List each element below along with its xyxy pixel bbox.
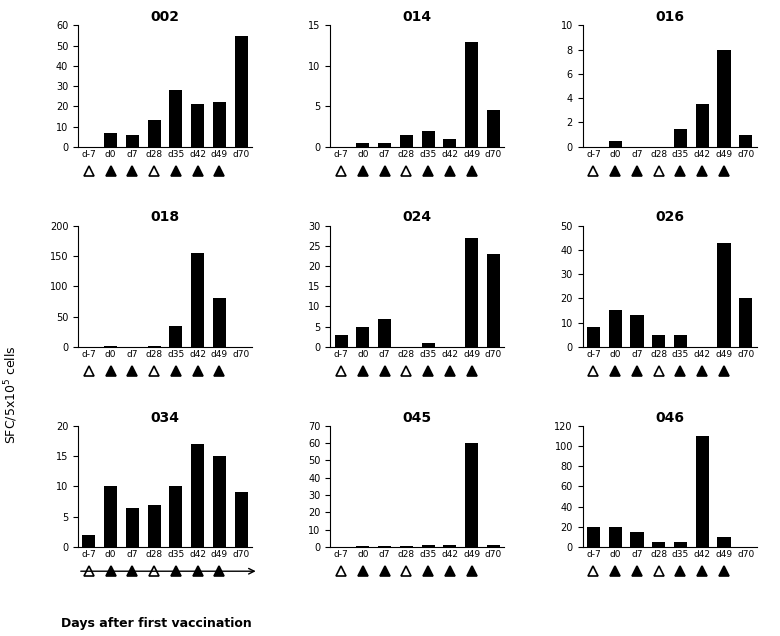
Title: 018: 018 (151, 211, 179, 225)
Bar (191, 253, 204, 347)
Title: 026: 026 (655, 211, 684, 225)
Bar (443, 139, 456, 147)
Bar (147, 345, 161, 347)
Bar (378, 319, 392, 347)
Bar (169, 90, 183, 147)
Bar (356, 327, 370, 347)
Title: 016: 016 (655, 10, 684, 24)
Bar (718, 537, 731, 547)
Bar (587, 527, 600, 547)
Bar (400, 546, 413, 547)
Bar (213, 456, 226, 547)
Text: SFC/5x10$^5$ cells: SFC/5x10$^5$ cells (3, 345, 20, 444)
Bar (630, 315, 643, 347)
Bar (356, 142, 370, 147)
Bar (126, 508, 139, 547)
Bar (465, 41, 478, 147)
Bar (465, 238, 478, 347)
Text: Days after first vaccination: Days after first vaccination (61, 617, 251, 630)
Bar (213, 102, 226, 147)
Bar (443, 545, 456, 547)
Bar (422, 130, 434, 147)
Bar (608, 141, 622, 147)
Bar (104, 487, 117, 547)
Bar (191, 104, 204, 147)
Bar (608, 310, 622, 347)
Bar (739, 298, 752, 347)
Bar (422, 545, 434, 547)
Bar (718, 242, 731, 347)
Bar (213, 298, 226, 347)
Bar (235, 36, 247, 147)
Bar (587, 328, 600, 347)
Bar (422, 343, 434, 347)
Bar (147, 504, 161, 547)
Bar (191, 444, 204, 547)
Title: 002: 002 (151, 10, 179, 24)
Bar (487, 110, 500, 147)
Bar (400, 135, 413, 147)
Bar (608, 527, 622, 547)
Bar (169, 326, 183, 347)
Bar (674, 542, 687, 547)
Bar (104, 132, 117, 147)
Bar (674, 335, 687, 347)
Bar (378, 142, 392, 147)
Title: 046: 046 (655, 410, 684, 424)
Bar (696, 104, 709, 147)
Bar (652, 542, 665, 547)
Bar (696, 436, 709, 547)
Bar (652, 335, 665, 347)
Bar (169, 487, 183, 547)
Title: 045: 045 (402, 410, 432, 424)
Bar (630, 532, 643, 547)
Bar (356, 546, 370, 547)
Bar (126, 135, 139, 147)
Bar (378, 546, 392, 547)
Title: 034: 034 (151, 410, 179, 424)
Title: 014: 014 (402, 10, 432, 24)
Bar (465, 443, 478, 547)
Bar (739, 135, 752, 147)
Title: 024: 024 (402, 211, 432, 225)
Bar (487, 545, 500, 547)
Bar (487, 254, 500, 347)
Bar (335, 335, 348, 347)
Bar (147, 120, 161, 147)
Bar (235, 492, 247, 547)
Bar (718, 50, 731, 147)
Bar (674, 128, 687, 147)
Bar (83, 535, 95, 547)
